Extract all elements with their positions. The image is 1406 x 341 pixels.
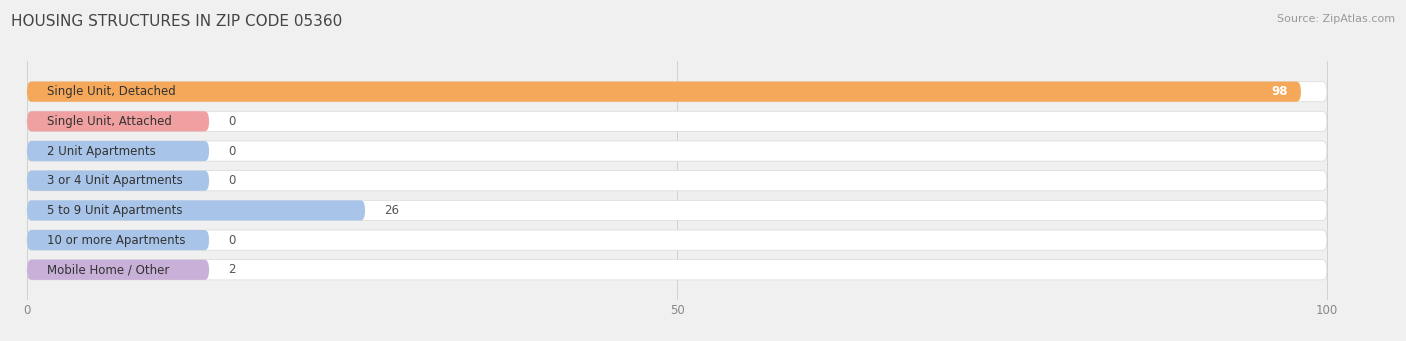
FancyBboxPatch shape — [27, 111, 209, 131]
Text: 2 Unit Apartments: 2 Unit Apartments — [46, 145, 155, 158]
FancyBboxPatch shape — [27, 141, 1327, 161]
Text: 0: 0 — [229, 115, 236, 128]
FancyBboxPatch shape — [27, 230, 1327, 250]
Text: 26: 26 — [384, 204, 399, 217]
FancyBboxPatch shape — [27, 141, 209, 161]
Text: 2: 2 — [229, 263, 236, 276]
Text: 0: 0 — [229, 174, 236, 187]
FancyBboxPatch shape — [27, 200, 1327, 221]
Text: Single Unit, Detached: Single Unit, Detached — [46, 85, 176, 98]
Text: 10 or more Apartments: 10 or more Apartments — [46, 234, 186, 247]
FancyBboxPatch shape — [27, 111, 1327, 131]
Text: Source: ZipAtlas.com: Source: ZipAtlas.com — [1277, 14, 1395, 24]
FancyBboxPatch shape — [27, 170, 1327, 191]
FancyBboxPatch shape — [27, 81, 1327, 102]
FancyBboxPatch shape — [27, 230, 209, 250]
Text: 5 to 9 Unit Apartments: 5 to 9 Unit Apartments — [46, 204, 181, 217]
Text: 98: 98 — [1271, 85, 1288, 98]
Text: HOUSING STRUCTURES IN ZIP CODE 05360: HOUSING STRUCTURES IN ZIP CODE 05360 — [11, 14, 343, 29]
FancyBboxPatch shape — [27, 260, 1327, 280]
Text: 3 or 4 Unit Apartments: 3 or 4 Unit Apartments — [46, 174, 183, 187]
FancyBboxPatch shape — [27, 81, 1301, 102]
FancyBboxPatch shape — [27, 170, 209, 191]
FancyBboxPatch shape — [27, 200, 366, 221]
Text: 0: 0 — [229, 145, 236, 158]
Text: Single Unit, Attached: Single Unit, Attached — [46, 115, 172, 128]
Text: Mobile Home / Other: Mobile Home / Other — [46, 263, 169, 276]
Text: 0: 0 — [229, 234, 236, 247]
FancyBboxPatch shape — [27, 260, 209, 280]
